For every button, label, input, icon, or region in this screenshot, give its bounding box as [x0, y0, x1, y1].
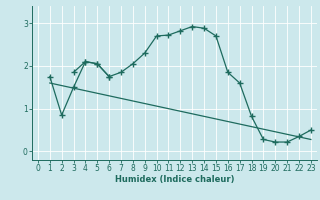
- X-axis label: Humidex (Indice chaleur): Humidex (Indice chaleur): [115, 175, 234, 184]
